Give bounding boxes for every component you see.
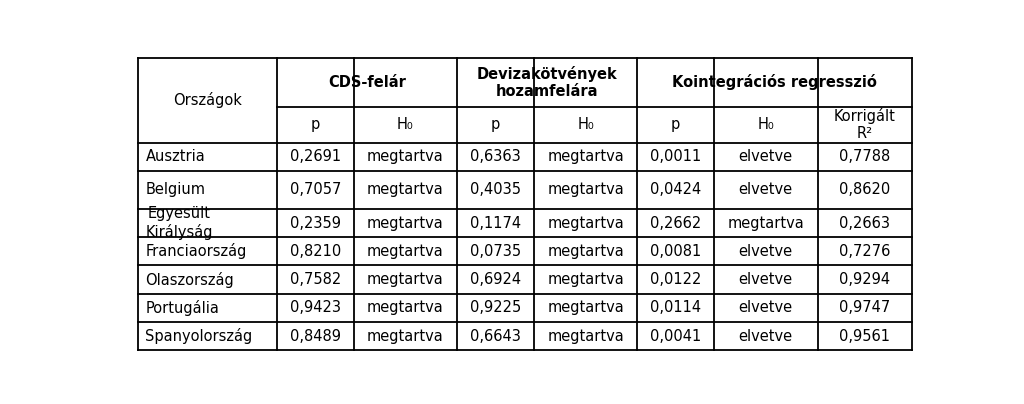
Text: 0,2691: 0,2691 (290, 149, 341, 164)
Text: megtartva: megtartva (367, 272, 443, 287)
Text: 0,6363: 0,6363 (470, 149, 521, 164)
Text: 0,2359: 0,2359 (290, 216, 341, 231)
Text: 0,1174: 0,1174 (470, 216, 521, 231)
Text: 0,9423: 0,9423 (290, 300, 341, 316)
Text: Franciaország: Franciaország (145, 243, 247, 259)
Text: 0,8620: 0,8620 (840, 182, 891, 198)
Text: 0,0424: 0,0424 (650, 182, 701, 198)
Text: 0,7057: 0,7057 (290, 182, 341, 198)
Text: p: p (310, 117, 321, 132)
Text: elvetve: elvetve (738, 300, 793, 316)
Text: megtartva: megtartva (367, 300, 443, 316)
Text: elvetve: elvetve (738, 272, 793, 287)
Text: p: p (490, 117, 500, 132)
Text: Olaszország: Olaszország (145, 271, 234, 288)
Text: 0,9747: 0,9747 (840, 300, 891, 316)
Text: 0,4035: 0,4035 (470, 182, 521, 198)
Text: H₀: H₀ (397, 117, 414, 132)
Text: Spanyolország: Spanyolország (145, 328, 253, 344)
Text: elvetve: elvetve (738, 328, 793, 343)
Text: 0,6643: 0,6643 (470, 328, 521, 343)
Text: 0,7276: 0,7276 (839, 244, 891, 259)
Text: 0,7582: 0,7582 (290, 272, 341, 287)
Text: Korrigált
R²: Korrigált R² (834, 108, 896, 141)
Text: megtartva: megtartva (547, 244, 624, 259)
Text: Országok: Országok (173, 92, 242, 108)
Text: p: p (671, 117, 680, 132)
Text: 0,8210: 0,8210 (290, 244, 341, 259)
Text: 0,2663: 0,2663 (840, 216, 890, 231)
Text: CDS-felár: CDS-felár (329, 75, 407, 90)
Text: megtartva: megtartva (367, 149, 443, 164)
Text: Egyesült
Királyság: Egyesült Királyság (145, 206, 213, 240)
Text: 0,0114: 0,0114 (650, 300, 701, 316)
Text: 0,0011: 0,0011 (650, 149, 701, 164)
Text: Portugália: Portugália (145, 300, 219, 316)
Text: megtartva: megtartva (547, 328, 624, 343)
Text: megtartva: megtartva (367, 244, 443, 259)
Text: Devizakötvények
hozamfelára: Devizakötvények hozamfelára (477, 66, 617, 99)
Text: 0,0041: 0,0041 (650, 328, 701, 343)
Text: megtartva: megtartva (547, 216, 624, 231)
Text: H₀: H₀ (578, 117, 594, 132)
Text: megtartva: megtartva (547, 272, 624, 287)
Text: 0,6924: 0,6924 (470, 272, 521, 287)
Text: Kointegrációs regresszió: Kointegrációs regresszió (673, 74, 878, 90)
Text: Ausztria: Ausztria (145, 149, 205, 164)
Text: megtartva: megtartva (547, 182, 624, 198)
Text: 0,9561: 0,9561 (840, 328, 890, 343)
Text: 0,0735: 0,0735 (470, 244, 521, 259)
Text: 0,8489: 0,8489 (290, 328, 341, 343)
Text: elvetve: elvetve (738, 182, 793, 198)
Text: megtartva: megtartva (367, 328, 443, 343)
Text: 0,9225: 0,9225 (470, 300, 521, 316)
Text: 0,9294: 0,9294 (840, 272, 890, 287)
Text: 0,2662: 0,2662 (650, 216, 701, 231)
Text: 0,7788: 0,7788 (840, 149, 891, 164)
Text: megtartva: megtartva (547, 300, 624, 316)
Text: megtartva: megtartva (367, 216, 443, 231)
Text: 0,0122: 0,0122 (650, 272, 701, 287)
Text: elvetve: elvetve (738, 149, 793, 164)
Text: megtartva: megtartva (727, 216, 804, 231)
Text: megtartva: megtartva (547, 149, 624, 164)
Text: Belgium: Belgium (145, 182, 206, 198)
Text: H₀: H₀ (758, 117, 774, 132)
Text: elvetve: elvetve (738, 244, 793, 259)
Text: 0,0081: 0,0081 (650, 244, 701, 259)
Text: megtartva: megtartva (367, 182, 443, 198)
